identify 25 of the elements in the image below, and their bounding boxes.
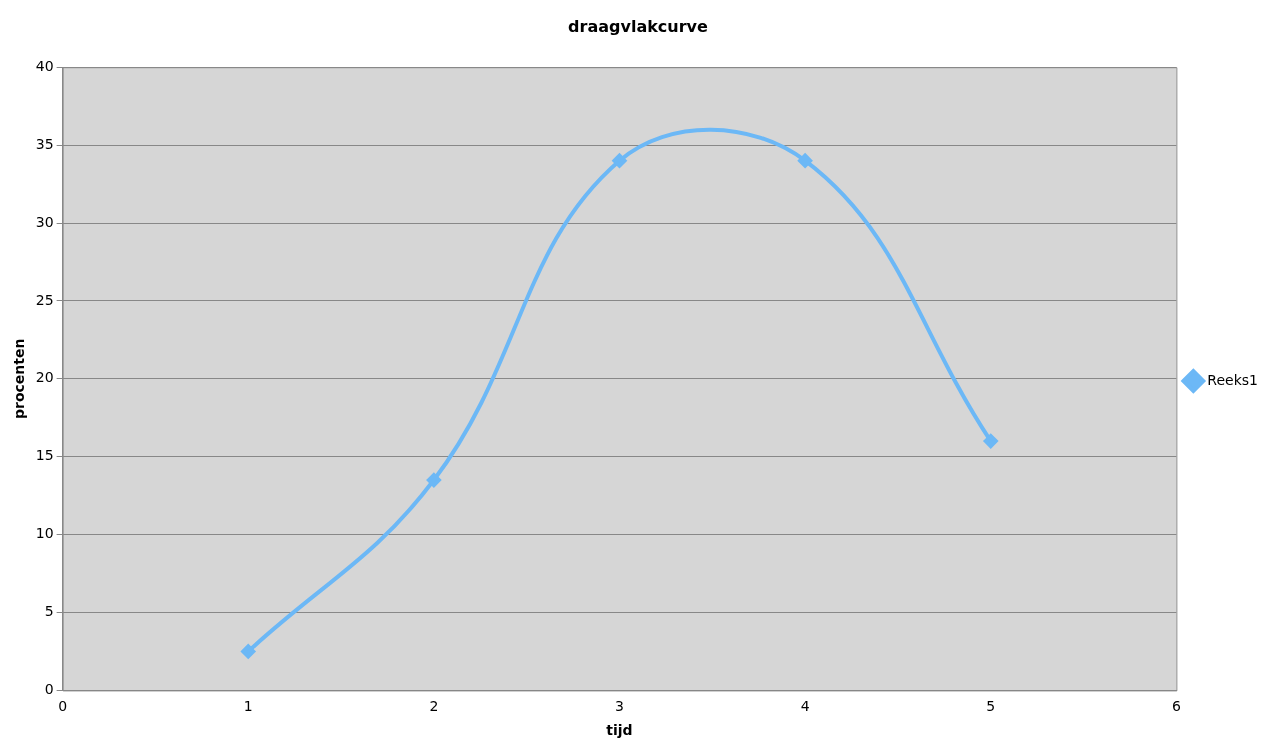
y-tick-label: 5 — [44, 603, 54, 620]
x-tick-label: 6 — [1171, 698, 1181, 715]
y-tick-label: 0 — [44, 681, 54, 698]
point — [798, 153, 813, 168]
x-axis-title: tijd — [606, 722, 633, 739]
y-tick-label: 15 — [35, 447, 54, 464]
x-tick-label: 0 — [58, 698, 68, 715]
y-axis-title: procenten — [11, 338, 28, 420]
x-tick-label: 5 — [986, 698, 996, 715]
y-tick-label: 30 — [35, 213, 54, 230]
point — [983, 434, 998, 449]
point — [612, 153, 627, 168]
point — [426, 473, 441, 488]
x-tick-label: 3 — [615, 698, 624, 715]
y-tick-label: 35 — [35, 135, 54, 152]
y-tick-label: 20 — [35, 369, 54, 386]
x-tick-label: 1 — [243, 698, 253, 715]
chart-title: draagvlakcurve — [568, 16, 709, 36]
x-tick-label: 2 — [429, 698, 439, 715]
y-tick-label: 25 — [35, 291, 54, 308]
legend-label: Reeks1 — [1207, 371, 1259, 388]
point — [241, 644, 256, 659]
y-tick-label: 10 — [35, 525, 54, 542]
x-tick-label: 4 — [800, 698, 810, 715]
y-tick-label: 40 — [35, 57, 54, 74]
